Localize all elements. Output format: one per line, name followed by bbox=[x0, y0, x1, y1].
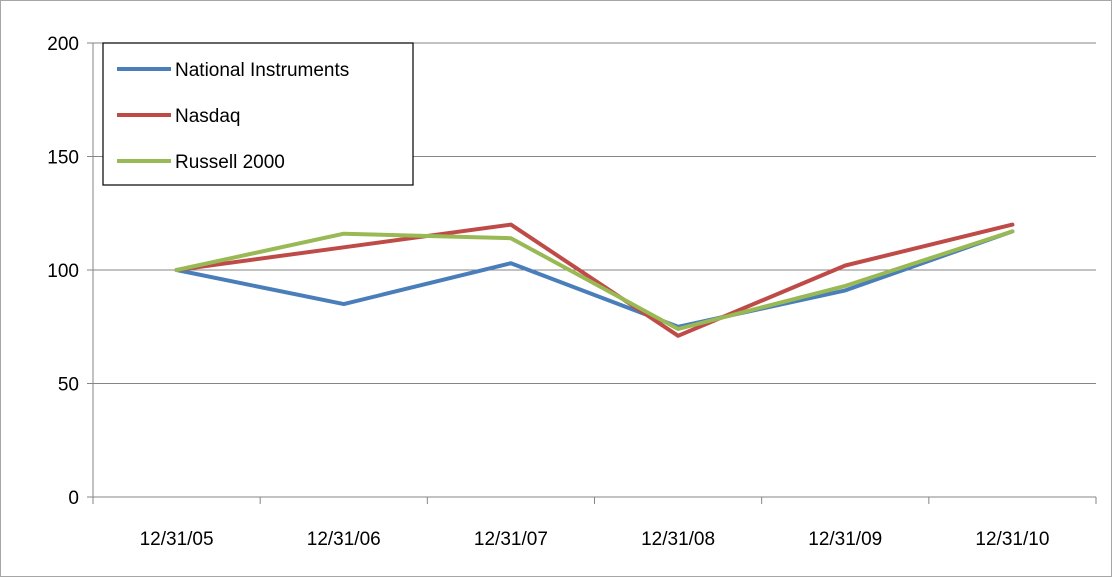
y-tick-label: 50 bbox=[58, 375, 79, 396]
axes: 0 50 100 150 200 12/31/05 12/31/06 12/31/07 12/3… bbox=[47, 34, 1097, 550]
y-tick-label: 0 bbox=[68, 488, 79, 509]
legend-label: Russell 2000 bbox=[175, 152, 285, 173]
series-line-national-instruments bbox=[174, 229, 1015, 329]
y-tick-label: 200 bbox=[47, 34, 79, 55]
y-tick-label: 150 bbox=[47, 148, 79, 169]
series-line-nasdaq bbox=[174, 222, 1015, 338]
x-tick-label: 12/31/10 bbox=[975, 529, 1049, 550]
x-tick-label: 12/31/05 bbox=[140, 529, 214, 550]
legend: National Instruments Nasdaq Russell 2000 bbox=[102, 42, 414, 186]
legend-label: National Instruments bbox=[175, 60, 349, 81]
legend-label: Nasdaq bbox=[175, 106, 241, 127]
x-tick-label: 12/31/08 bbox=[641, 529, 715, 550]
series-lines bbox=[174, 222, 1015, 338]
y-tick-label: 100 bbox=[47, 261, 79, 282]
x-tick-label: 12/31/07 bbox=[474, 529, 548, 550]
x-tick-label: 12/31/09 bbox=[808, 529, 882, 550]
x-tick-label: 12/31/06 bbox=[307, 529, 381, 550]
series-line-russell-2000 bbox=[174, 229, 1015, 331]
